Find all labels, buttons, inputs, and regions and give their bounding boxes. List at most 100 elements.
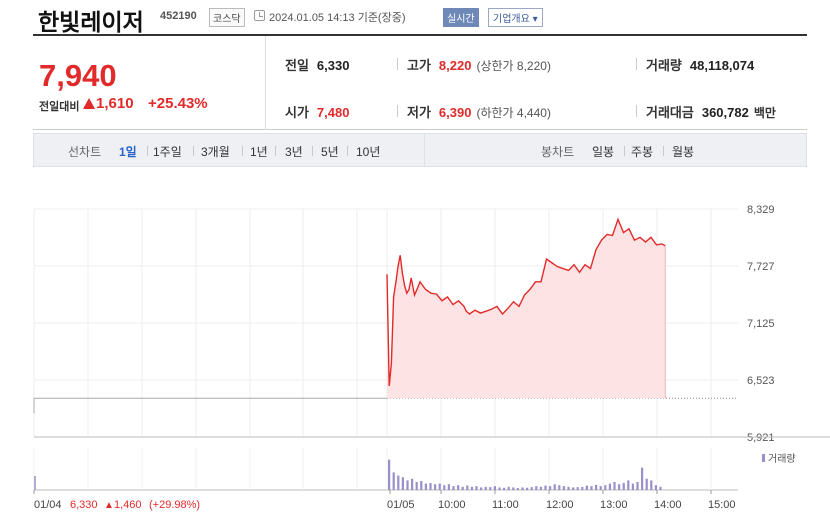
volume-bar <box>424 483 427 490</box>
volume-bar <box>595 484 598 490</box>
volume-cell: 거래량 48,118,074 <box>646 55 754 74</box>
open-value: 7,480 <box>316 105 350 120</box>
divider <box>636 58 637 70</box>
price-area-fill <box>387 219 666 399</box>
volume-bar <box>475 486 478 490</box>
prev-day-change: 1,460 <box>114 499 142 511</box>
volume-bar <box>562 486 565 490</box>
tab-divider <box>663 146 664 156</box>
prev-day-change-pct: (+29.98%) <box>149 499 200 511</box>
volume-bar <box>392 472 395 490</box>
volume-bar <box>480 487 483 490</box>
change-percent: +25.43% <box>148 95 208 112</box>
divider <box>397 105 398 117</box>
tab-1year[interactable]: 1년 <box>250 145 268 159</box>
prev-close-cell: 전일 6,330 <box>285 55 349 74</box>
prev-close-label: 전일 <box>285 58 309 73</box>
price-chart: 8,329 7,727 7,125 6,523 5,921 거래량 01/04 01/05 10… <box>0 168 830 521</box>
volume-bar <box>447 484 450 490</box>
tab-10year[interactable]: 10년 <box>356 145 381 159</box>
up-arrow-icon: ▲ <box>104 500 114 511</box>
volume-bar <box>604 485 607 490</box>
y-tick-label: 5,921 <box>747 432 775 444</box>
volume-bar <box>498 487 501 490</box>
price-line <box>386 217 666 387</box>
current-price-box: 7,940 전일대비 1,610 +25.43% <box>33 36 266 130</box>
y-tick-label: 6,523 <box>747 375 775 387</box>
open-cell: 시가 7,480 <box>285 102 349 121</box>
volume-value: 48,118,074 <box>689 58 755 73</box>
volume-bar <box>549 486 552 490</box>
tab-monthly-candle[interactable]: 월봉 <box>672 145 695 159</box>
tab-1day[interactable]: 1일 <box>119 145 137 159</box>
current-price: 7,940 <box>39 58 117 93</box>
chart-period-tabs: 선차트 1일 1주일 3개월 1년 3년 5년 10년 봉차트 일봉 주봉 월봉 <box>33 133 807 167</box>
turnover-value: 360,782 <box>701 105 749 120</box>
volume-bar <box>397 475 400 490</box>
tab-3month[interactable]: 3개월 <box>201 145 230 159</box>
turnover-cell: 거래대금 360,782 백만 <box>646 102 776 121</box>
volume-bar <box>641 467 644 490</box>
clock-icon <box>254 10 265 21</box>
volume-bar <box>434 484 437 490</box>
up-arrow-icon <box>83 98 95 109</box>
volume-bar <box>590 486 593 490</box>
volume-bar <box>558 485 561 490</box>
volume-bar <box>659 486 662 490</box>
volume-legend: 거래량 <box>768 453 796 465</box>
high-label: 고가 <box>407 58 431 73</box>
volume-bar <box>627 480 630 490</box>
volume-bar <box>401 477 404 490</box>
volume-bar <box>388 459 391 490</box>
tab-3year[interactable]: 3년 <box>285 145 303 159</box>
volume-bar <box>470 486 473 490</box>
tab-5year[interactable]: 5년 <box>321 145 339 159</box>
y-tick-label: 7,125 <box>747 318 775 330</box>
volume-bar <box>493 486 496 490</box>
tabbar-divider <box>424 134 425 166</box>
x-tick-label: 11:00 <box>492 499 519 511</box>
realtime-badge[interactable]: 실시간 <box>443 8 479 27</box>
volume-bar <box>539 486 542 490</box>
prev-close-value: 6,330 <box>316 58 350 73</box>
tab-divider <box>624 146 625 156</box>
volume-bar <box>567 486 570 490</box>
price-summary: 7,940 전일대비 1,610 +25.43% 전일 6,330 고가 8,220… <box>33 34 807 130</box>
volume-bar <box>622 482 625 490</box>
volume-bar <box>526 487 529 490</box>
volume-bar <box>489 487 492 490</box>
volume-bar <box>631 483 634 490</box>
volume-label: 거래량 <box>646 58 682 73</box>
tab-weekly-candle[interactable]: 주봉 <box>631 145 654 159</box>
volume-bar <box>411 478 414 490</box>
volume-bar <box>636 482 639 490</box>
volume-bar <box>645 478 648 490</box>
tab-daily-candle[interactable]: 일봉 <box>592 145 615 159</box>
volume-bar <box>585 485 588 490</box>
volume-bar <box>516 488 519 490</box>
x-tick-label: 01/04 <box>34 499 62 511</box>
stock-name: 한빛레이저 <box>38 9 144 35</box>
company-info-button[interactable]: 기업개요 ▾ <box>488 8 543 27</box>
tab-divider <box>312 146 313 156</box>
volume-bar <box>521 487 524 490</box>
x-tick-label: 15:00 <box>708 499 736 511</box>
divider <box>397 58 398 70</box>
line-chart-header: 선차트 <box>68 145 102 159</box>
volume-bar <box>438 483 441 490</box>
change-label: 전일대비 <box>39 101 80 113</box>
upper-limit: (상한가 8,220) <box>476 59 551 73</box>
candle-chart-header: 봉차트 <box>541 145 575 159</box>
price-chart-svg: 8,329 7,727 7,125 6,523 5,921 거래량 01/04 01/05 10… <box>33 204 830 511</box>
volume-bar <box>429 482 432 490</box>
tab-divider <box>147 146 148 156</box>
turnover-unit: 백만 <box>753 106 776 120</box>
volume-bar <box>452 486 455 490</box>
volume-legend-swatch <box>762 454 765 462</box>
x-tick-label: 01/05 <box>387 499 415 511</box>
stock-code: 452190 <box>160 10 197 22</box>
tab-divider <box>242 146 243 156</box>
volume-bar <box>544 485 547 490</box>
volume-bar <box>608 483 611 490</box>
tab-1week[interactable]: 1주일 <box>153 145 182 159</box>
